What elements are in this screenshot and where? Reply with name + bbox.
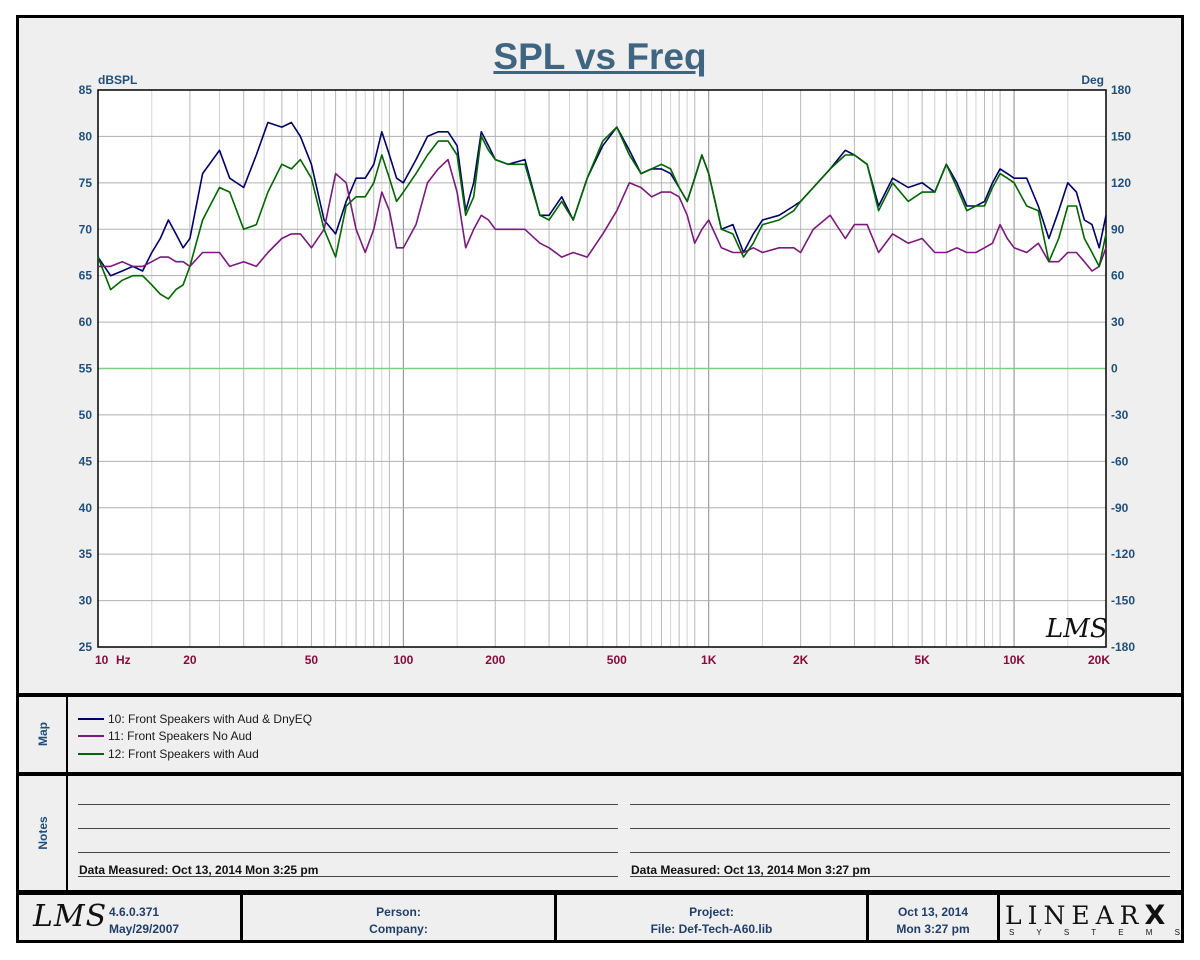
divider <box>66 697 68 772</box>
legend-swatch <box>78 735 104 737</box>
y-axis-label-left: dBSPL <box>98 73 137 87</box>
chart-title: SPL vs Freq <box>493 36 707 77</box>
y-axis-label-right: Deg <box>1081 73 1104 87</box>
map-panel-side: Map <box>19 697 67 772</box>
y-tick-label: 50 <box>79 408 93 422</box>
note-line <box>78 804 618 805</box>
y-tick-label: 30 <box>79 594 93 608</box>
x-tick-label: 1K <box>701 653 717 667</box>
divider <box>66 776 68 890</box>
x-tick-label: 10 <box>95 653 109 667</box>
y-right-tick-label: -150 <box>1111 594 1135 608</box>
y-right-tick-label: 120 <box>1111 176 1131 190</box>
divider <box>997 895 1000 940</box>
y-right-tick-label: 30 <box>1111 315 1125 329</box>
chart-canvas: 85 80 75 70 65 60 55 50 45 40 35 30 25 180 150 120 90 60 3… <box>79 73 1136 667</box>
y-right-tick-label: 0 <box>1111 362 1118 376</box>
x-tick-label: 20K <box>1088 653 1110 667</box>
footer-time: Mon 3:27 pm <box>896 922 970 936</box>
notes-measured-left: Data Measured: Oct 13, 2014 Mon 3:25 pm <box>79 863 319 877</box>
x-tick-label: 500 <box>607 653 627 667</box>
y-tick-label: 40 <box>79 501 93 515</box>
y-right-tick-label: 150 <box>1111 129 1131 143</box>
legend-label: 10: Front Speakers with Aud & DnyEQ <box>108 712 313 726</box>
version: 4.6.0.371 <box>109 905 160 919</box>
report-frame: SPL vs Freq 85 80 75 70 65 60 55 50 45 40 35 30 25 18… <box>16 15 1184 943</box>
y-tick-label: 65 <box>79 269 93 283</box>
series-line-3 <box>97 126 1107 300</box>
note-line <box>78 876 618 877</box>
map-label: Map <box>36 722 50 746</box>
brand-text: LINEAR <box>1005 901 1145 930</box>
legend-item-series-12: 12: Front Speakers with Aud <box>78 746 259 762</box>
y-tick-label: 60 <box>79 315 93 329</box>
x-tick-label: 5K <box>914 653 930 667</box>
y-right-tick-label: -90 <box>1111 501 1129 515</box>
footer-date: Oct 13, 2014 <box>897 905 969 919</box>
y-right-tick-label: 60 <box>1111 269 1125 283</box>
y-right-tick-label: -30 <box>1111 408 1129 422</box>
legend-label: 12: Front Speakers with Aud <box>108 747 259 761</box>
y-right-tick-label: 180 <box>1111 83 1131 97</box>
y-tick-label: 80 <box>79 129 93 143</box>
divider <box>19 890 1181 895</box>
series-line-2 <box>98 158 1107 272</box>
file-label: File: Def-Tech-A60.lib <box>650 922 773 936</box>
legend-swatch <box>78 718 104 720</box>
series-line-1 <box>97 121 1107 277</box>
y-tick-label: 85 <box>79 83 93 97</box>
divider <box>554 895 557 940</box>
brand-x-mark: X <box>1144 900 1166 931</box>
legend-item-series-11: 11: Front Speakers No Aud <box>78 728 252 744</box>
brand-subtitle: S Y S T E M S <box>1009 928 1190 937</box>
legend-item-series-10: 10: Front Speakers with Aud & DnyEQ <box>78 711 312 727</box>
divider <box>240 895 243 940</box>
legend-label: 11: Front Speakers No Aud <box>108 729 252 743</box>
notes-panel-side: Notes <box>19 776 67 890</box>
y-tick-label: 35 <box>79 547 93 561</box>
person-label: Person: <box>376 905 421 919</box>
notes-measured-right: Data Measured: Oct 13, 2014 Mon 3:27 pm <box>631 863 871 877</box>
x-tick-label: 2K <box>793 653 809 667</box>
divider <box>866 895 869 940</box>
note-line <box>630 828 1170 829</box>
y-right-tick-label: -180 <box>1111 640 1135 654</box>
linearx-logo: LINEARX <box>1005 900 1165 931</box>
footer: LMS 4.6.0.371 May/29/2007 Person: Compan… <box>19 895 1181 940</box>
note-line <box>630 804 1170 805</box>
x-tick-label: 100 <box>393 653 413 667</box>
build-date: May/29/2007 <box>109 922 180 936</box>
notes-label: Notes <box>36 816 50 850</box>
y-tick-label: 70 <box>79 222 93 236</box>
x-tick-label: 10K <box>1003 653 1025 667</box>
y-tick-label: 75 <box>79 176 93 190</box>
legend: 10: Front Speakers with Aud & DnyEQ 11: … <box>68 697 1181 772</box>
legend-swatch <box>78 753 104 755</box>
divider <box>19 772 1181 776</box>
x-tick-label: 200 <box>485 653 505 667</box>
x-tick-label: 50 <box>305 653 319 667</box>
y-right-tick-label: 90 <box>1111 222 1125 236</box>
y-tick-label: 25 <box>79 640 93 654</box>
note-line <box>630 852 1170 853</box>
y-right-tick-label: -60 <box>1111 454 1129 468</box>
project-label: Project: <box>689 905 734 919</box>
x-unit-label: Hz <box>116 653 131 667</box>
lms-logo: LMS <box>33 899 108 934</box>
company-label: Company: <box>369 922 428 936</box>
lms-watermark: LMS <box>1045 614 1108 644</box>
y-right-tick-label: -120 <box>1111 547 1135 561</box>
divider <box>19 693 1181 697</box>
note-line <box>78 852 618 853</box>
y-tick-label: 55 <box>79 362 93 376</box>
x-tick-label: 20 <box>183 653 197 667</box>
plot-border <box>97 89 1107 648</box>
y-tick-label: 45 <box>79 454 93 468</box>
note-line <box>630 876 1170 877</box>
note-line <box>78 828 618 829</box>
